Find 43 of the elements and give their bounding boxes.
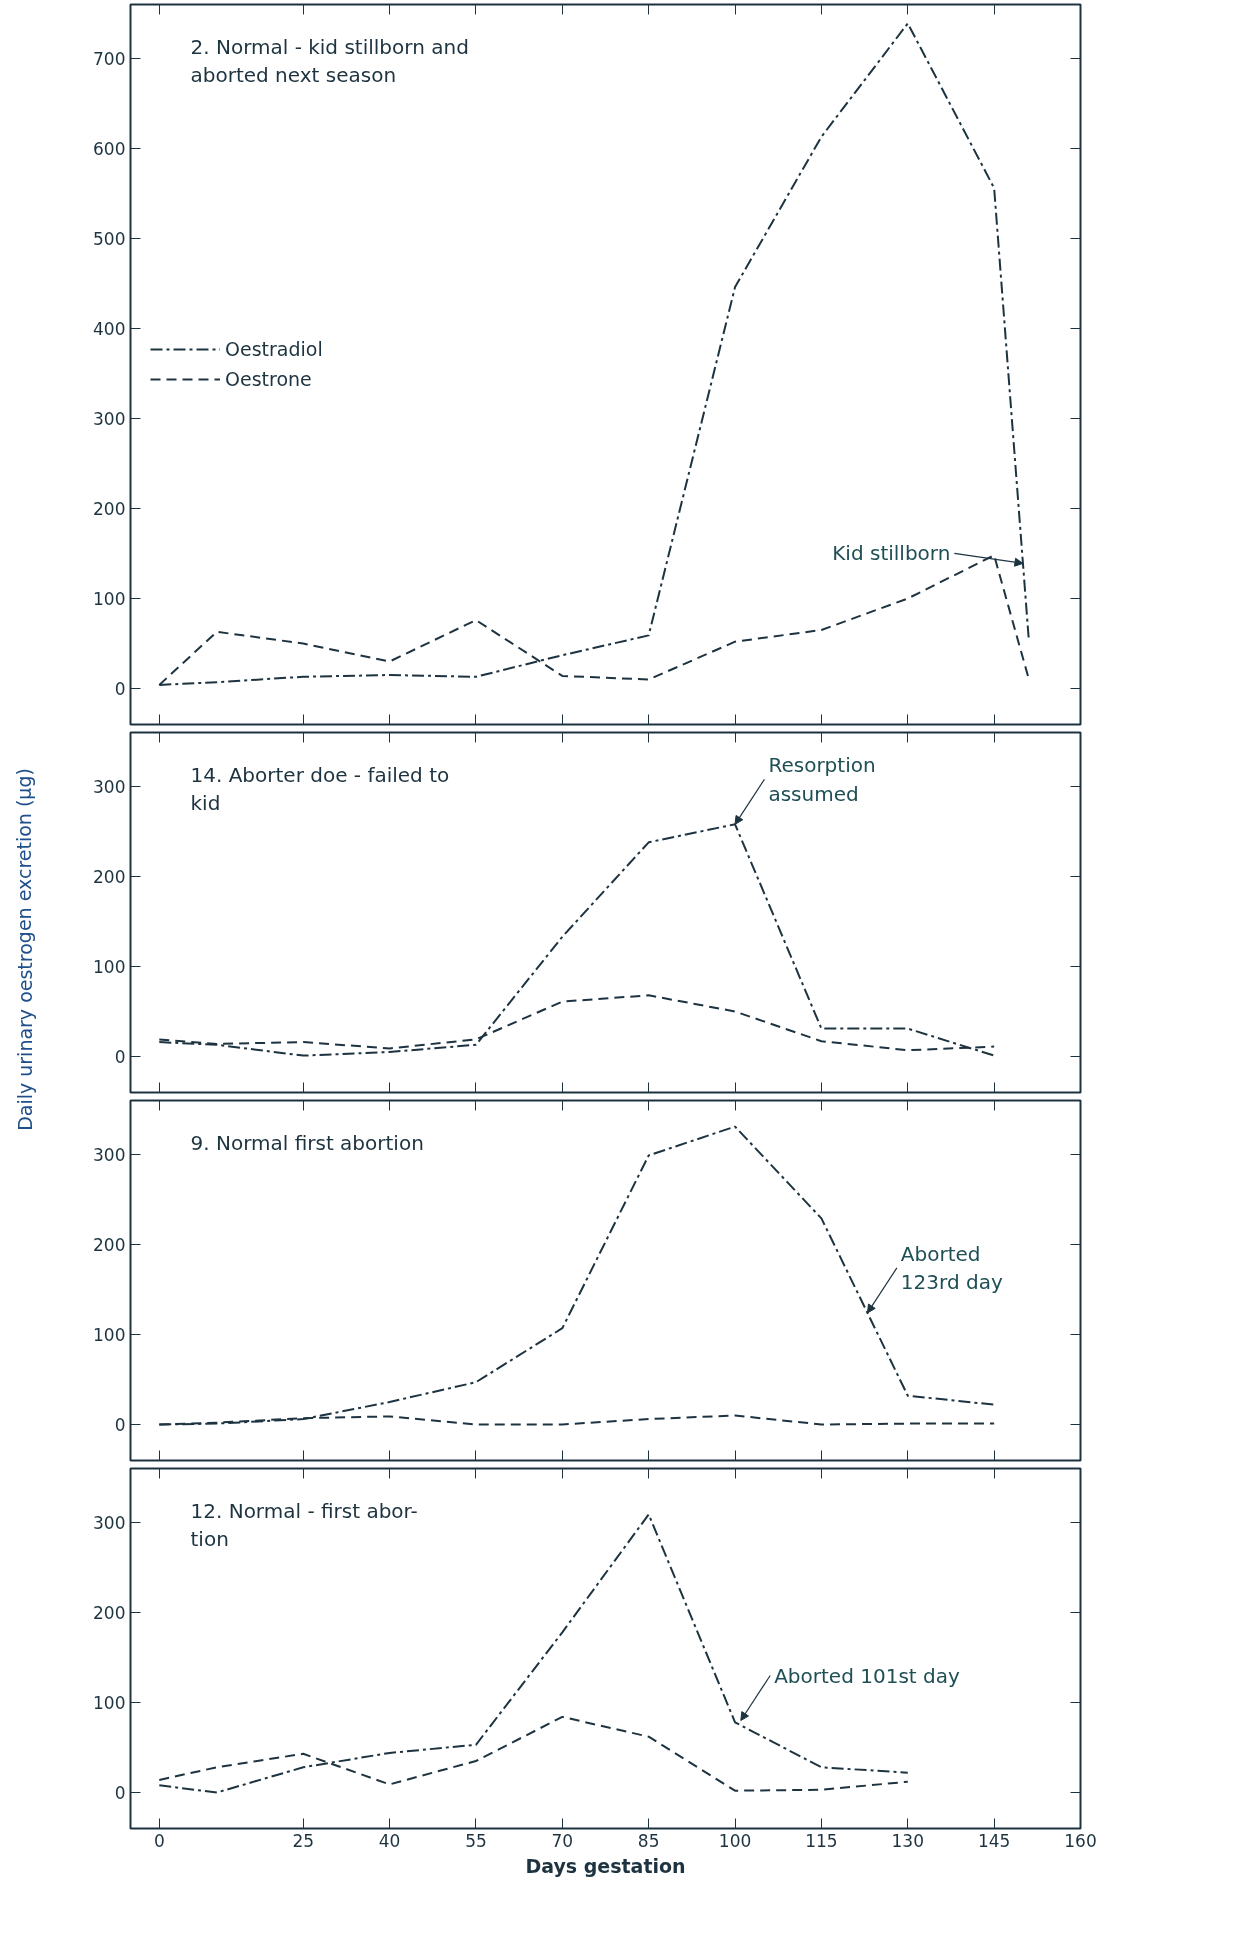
y-tick-label: 400: [93, 319, 126, 339]
y-tick-label: 100: [93, 957, 126, 977]
x-tick-label: 100: [718, 1830, 752, 1851]
y-tick-label: 0: [114, 1415, 126, 1435]
legend-label: Oestradiol: [225, 338, 323, 360]
x-tick-label: 40: [378, 1830, 401, 1851]
annotation: Kid stillborn: [832, 541, 951, 566]
y-tick-label: 600: [93, 139, 126, 159]
x-tick-label: 0: [153, 1830, 165, 1851]
y-tick-label: 200: [93, 867, 126, 887]
y-tick-label: 200: [93, 499, 126, 519]
annotation: Aborted 101st day: [774, 1663, 960, 1688]
x-axis-title: Days gestation: [525, 1854, 686, 1877]
y-tick-label: 300: [93, 409, 126, 429]
x-tick-label: 145: [977, 1830, 1011, 1851]
x-tick-label: 25: [292, 1830, 315, 1851]
annotation: 2. Normal - kid stillborn and aborted next season: [190, 34, 469, 88]
x-tick-label: 160: [1064, 1830, 1097, 1851]
y-tick-label: 0: [114, 679, 126, 699]
y-tick-label: 200: [93, 1603, 126, 1623]
y-tick-label: 500: [93, 229, 126, 249]
annotation: 14. Aborter doe - failed to kid: [190, 762, 450, 816]
y-tick-label: 100: [93, 1693, 126, 1713]
y-tick-label: 100: [93, 589, 126, 609]
y-tick-label: 300: [93, 777, 126, 797]
annotation: 9. Normal first abortion: [190, 1130, 424, 1155]
x-tick-label: 85: [637, 1830, 660, 1851]
y-tick-label: 300: [93, 1513, 126, 1533]
x-tick-label: 130: [891, 1830, 924, 1851]
y-tick-label: 100: [93, 1325, 126, 1345]
annotation: Aborted 123rd day: [900, 1241, 1003, 1295]
y-axis-title: Daily urinary oestrogen excretion (μg): [13, 768, 36, 1131]
annotation: 12. Normal - first abor- tion: [190, 1498, 418, 1552]
x-tick-label: 55: [465, 1830, 487, 1851]
x-tick-label: 70: [551, 1830, 574, 1851]
y-tick-label: 200: [93, 1235, 126, 1255]
y-tick-label: 0: [114, 1783, 126, 1803]
y-tick-label: 700: [93, 49, 126, 69]
legend-label: Oestrone: [225, 368, 312, 390]
annotation: Resorption assumed: [768, 752, 876, 806]
y-tick-label: 0: [114, 1047, 126, 1067]
x-tick-label: 115: [805, 1830, 838, 1851]
y-tick-label: 300: [93, 1145, 126, 1165]
